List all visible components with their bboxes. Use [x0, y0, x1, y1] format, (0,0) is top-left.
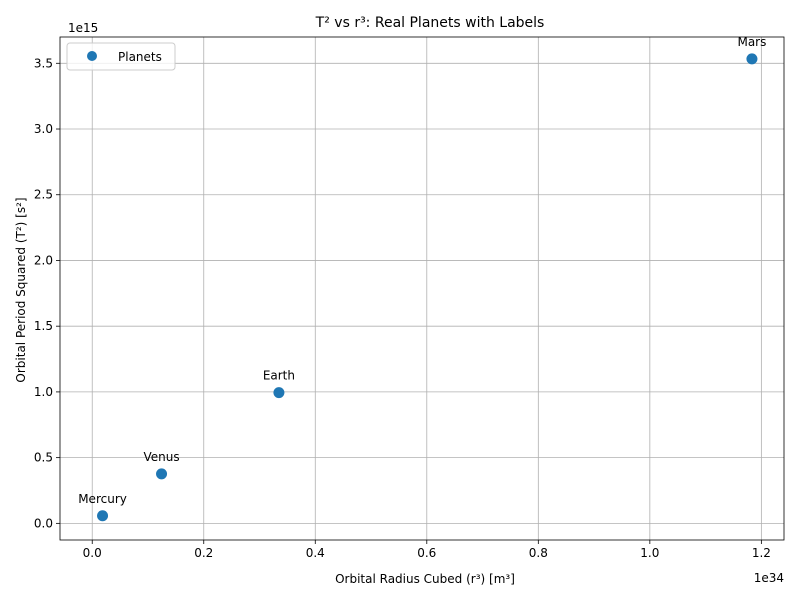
- data-point: [273, 387, 285, 399]
- x-axis-label: Orbital Radius Cubed (r³) [m³]: [335, 572, 515, 586]
- y-tick-label: 0.0: [34, 516, 53, 530]
- y-tick-label: 3.5: [34, 56, 53, 70]
- data-points: Mercury Venus Earth Mars: [78, 35, 766, 522]
- legend-marker: [87, 51, 97, 61]
- y-tick-label: 1.0: [34, 385, 53, 399]
- y-tick-label: 3.0: [34, 122, 53, 136]
- plot-area-frame: [59, 36, 785, 541]
- x-tick-label: 0.6: [417, 546, 436, 560]
- legend: Planets: [66, 42, 176, 71]
- legend-label: Planets: [118, 50, 162, 64]
- data-point: [746, 53, 758, 65]
- legend-box: [66, 42, 176, 71]
- y-tick-label: 2.5: [34, 188, 53, 202]
- point-label: Mercury: [78, 492, 127, 506]
- data-point: [156, 468, 168, 480]
- point-label: Venus: [143, 450, 179, 464]
- x-tick-label: 1.2: [752, 546, 771, 560]
- grid-lines: [60, 37, 784, 540]
- y-tick-label: 2.0: [34, 253, 53, 267]
- x-tick-label: 1.0: [640, 546, 659, 560]
- x-tick-label: 0.4: [306, 546, 325, 560]
- x-tick-label: 0.8: [529, 546, 548, 560]
- x-tick-label: 0.2: [194, 546, 213, 560]
- data-point: [97, 510, 109, 522]
- axis-ticks: 0.0 0.2 0.4 0.6 0.8 1.0 1.2 0.0 0.5 1.0 1.5 2.0 2.5 3…: [34, 56, 771, 560]
- x-axis-offset-label: 1e34: [754, 571, 784, 585]
- point-label: Earth: [263, 369, 295, 383]
- y-axis-offset-label: 1e15: [68, 21, 98, 35]
- point-label: Mars: [737, 35, 766, 49]
- chart-title: T² vs r³: Real Planets with Labels: [315, 15, 545, 31]
- y-axis-label: Orbital Period Squared (T²) [s²]: [14, 197, 28, 382]
- x-tick-label: 0.0: [83, 546, 102, 560]
- y-tick-label: 1.5: [34, 319, 53, 333]
- y-tick-label: 0.5: [34, 451, 53, 465]
